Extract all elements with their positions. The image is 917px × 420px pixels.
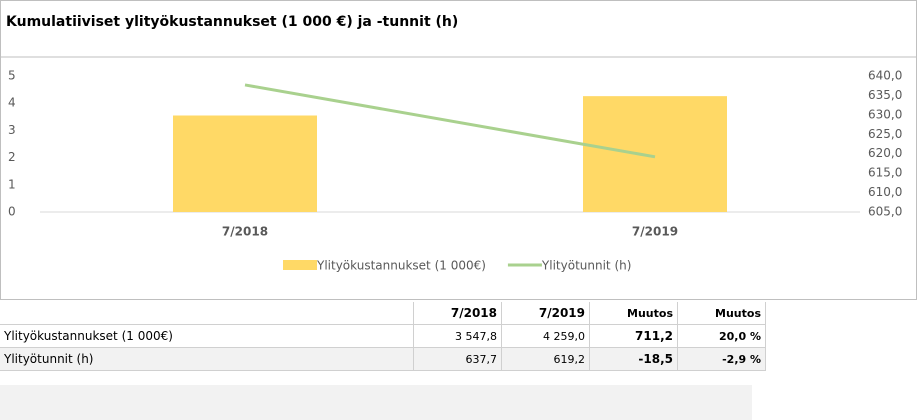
legend-swatch [283,260,317,270]
x-tick-label: 7/2018 [222,225,268,239]
y-tick-label: 1 [8,177,16,191]
y-tick-label: 5 [8,69,16,83]
cell: Ylityökustannukset (1 000€) [0,324,414,348]
cell: Ylityötunnit (h) [0,347,414,371]
cell: 3 547,8 [413,324,502,348]
y-tick-label: 0 [8,205,16,219]
y2-tick-label: 605,0 [868,205,902,219]
header-cell [0,302,414,325]
bar [583,96,727,212]
row: Ylityötunnit (h) 637,7 619,2 -18,5 -2,9 … [0,347,766,371]
header-cell: 7/2018 [413,302,502,325]
header-row: 7/2018 7/2019 Muutos Muutos [0,302,766,325]
y-tick-label: 2 [8,150,16,164]
legend-label: Ylityötunnit (h) [541,259,632,273]
header-cell: Muutos [677,302,766,325]
header-cell: Muutos [589,302,678,325]
legend-label: Ylityökustannukset (1 000€) [316,259,486,273]
empty-area [0,385,752,420]
row: Ylityökustannukset (1 000€) 3 547,8 4 25… [0,324,766,348]
y2-tick-label: 610,0 [868,185,902,199]
data-table: 7/2018 7/2019 Muutos Muutos Ylityökustan… [0,302,766,371]
cell: 637,7 [413,347,502,371]
cell: -18,5 [589,347,678,371]
y2-tick-label: 615,0 [868,166,902,180]
y2-tick-label: 620,0 [868,146,902,160]
chart-frame [0,0,917,300]
cell: 619,2 [501,347,590,371]
cell: 4 259,0 [501,324,590,348]
y2-tick-label: 625,0 [868,127,902,141]
chart: Kumulatiiviset ylityökustannukset (1 000… [0,0,917,300]
bar [173,115,317,212]
header-cell: 7/2019 [501,302,590,325]
cell: 711,2 [589,324,678,348]
y-tick-label: 3 [8,123,16,137]
y-tick-label: 4 [8,96,16,110]
cell: -2,9 % [677,347,766,371]
y2-tick-label: 630,0 [868,107,902,121]
line [244,83,656,159]
y2-tick-label: 635,0 [868,88,902,102]
cell: 20,0 % [677,324,766,348]
chart-title: Kumulatiiviset ylityökustannukset (1 000… [6,14,458,30]
x-tick-label: 7/2019 [632,225,678,239]
y2-tick-label: 640,0 [868,69,902,83]
